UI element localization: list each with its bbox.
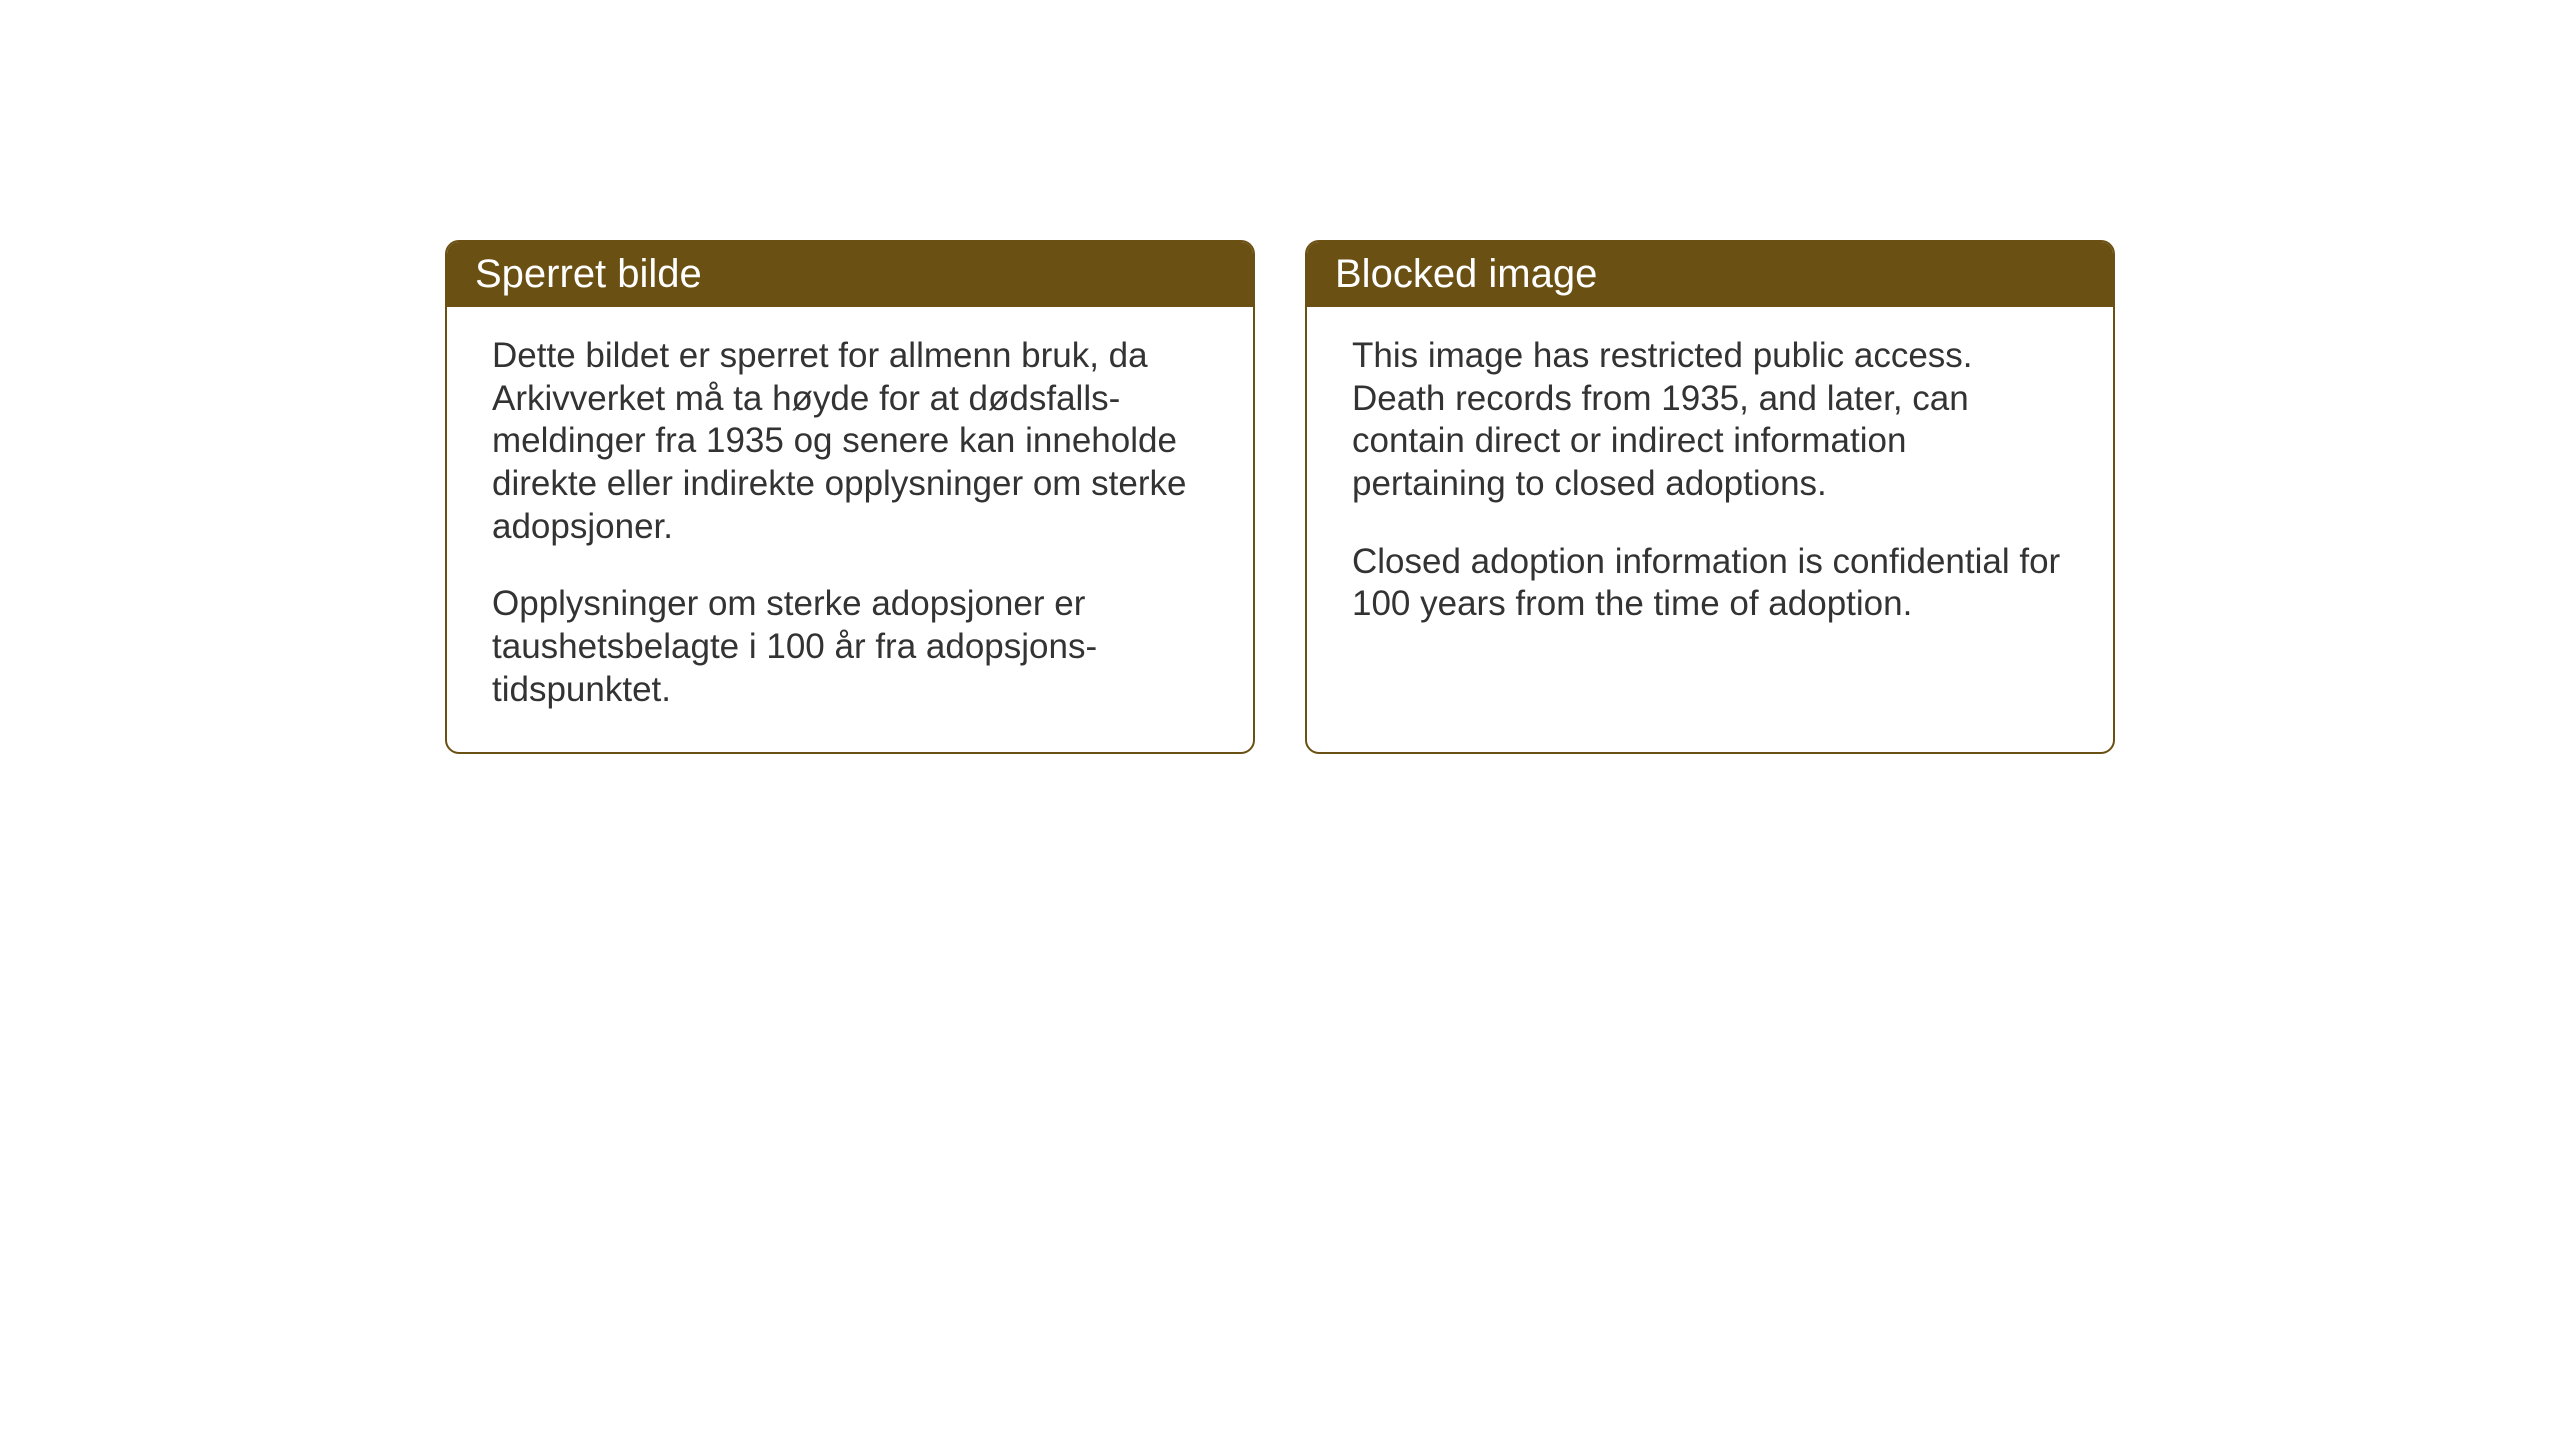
card-title-english: Blocked image [1335, 252, 1597, 296]
card-title-norwegian: Sperret bilde [475, 252, 702, 296]
card-body-norwegian: Dette bildet er sperret for allmenn bruk… [447, 307, 1253, 752]
cards-container: Sperret bilde Dette bildet er sperret fo… [445, 240, 2115, 754]
card-body-english: This image has restricted public access.… [1307, 307, 2113, 666]
card-paragraph1-english: This image has restricted public access.… [1352, 335, 2068, 506]
card-paragraph2-norwegian: Opplysninger om sterke adopsjoner er tau… [492, 583, 1208, 711]
card-header-english: Blocked image [1307, 242, 2113, 307]
card-english: Blocked image This image has restricted … [1305, 240, 2115, 754]
card-norwegian: Sperret bilde Dette bildet er sperret fo… [445, 240, 1255, 754]
card-paragraph1-norwegian: Dette bildet er sperret for allmenn bruk… [492, 335, 1208, 548]
card-paragraph2-english: Closed adoption information is confident… [1352, 541, 2068, 626]
card-header-norwegian: Sperret bilde [447, 242, 1253, 307]
